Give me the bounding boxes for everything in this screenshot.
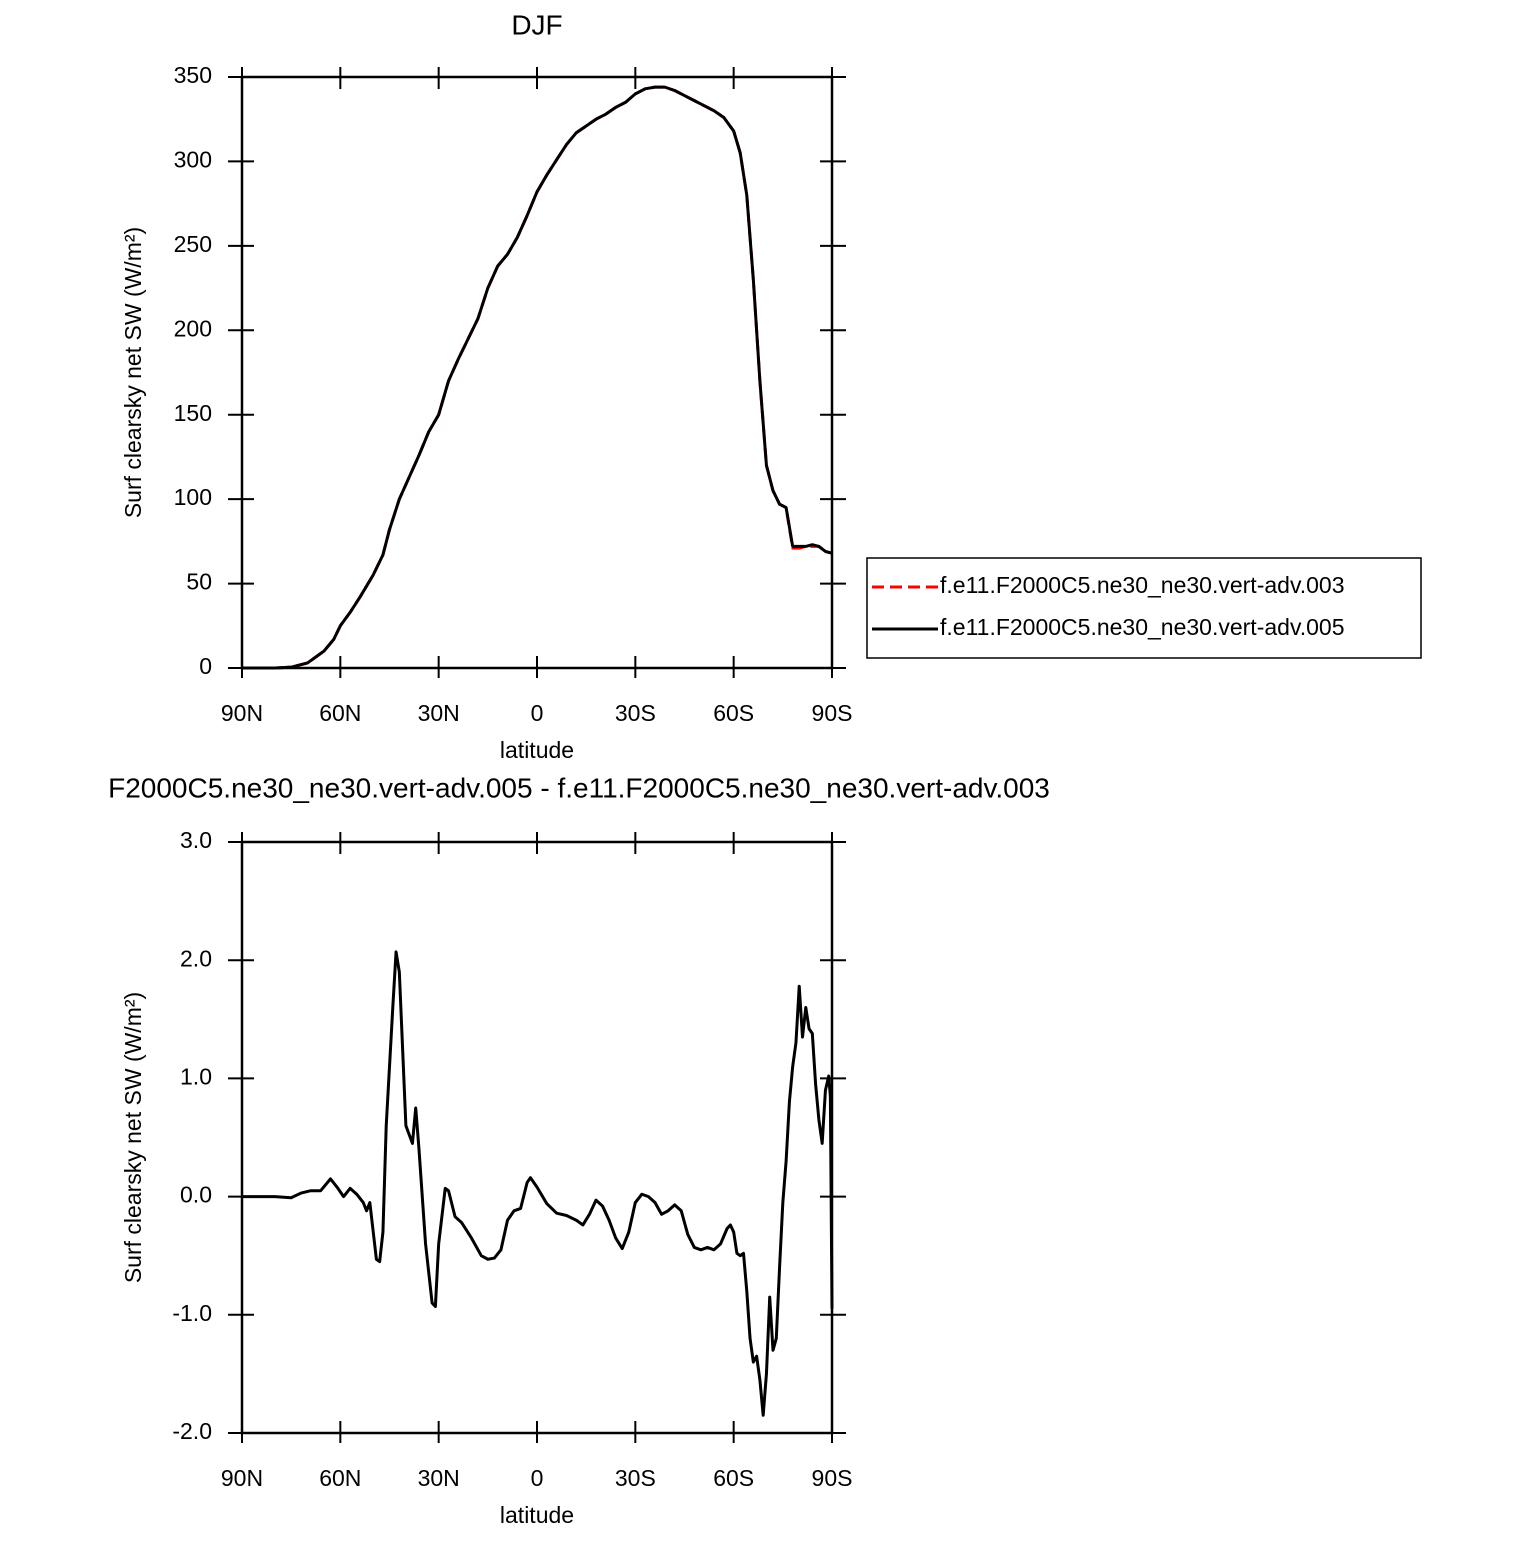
y-tick-label: 100 <box>174 484 212 510</box>
y-tick-label: 50 <box>186 569 212 595</box>
y-tick-label: 2.0 <box>180 945 212 971</box>
y-tick-label: 250 <box>174 231 212 257</box>
x-tick-label: 90S <box>812 1465 853 1491</box>
x-tick-label: 30N <box>418 1465 460 1491</box>
data-line <box>242 85 833 670</box>
y-tick-label: 300 <box>174 147 212 173</box>
y-tick-label: -1.0 <box>172 1300 212 1326</box>
y-tick-label: 150 <box>174 400 212 426</box>
legend-label: f.e11.F2000C5.ne30_ne30.vert-adv.005 <box>940 614 1345 640</box>
x-tick-label: 30S <box>615 1465 656 1491</box>
legend-box <box>866 557 1422 659</box>
x-axis-label: latitude <box>500 737 574 763</box>
plot-frame <box>240 75 834 670</box>
y-tick-label: 200 <box>174 315 212 341</box>
x-tick-label: 60N <box>319 1465 361 1491</box>
y-tick-label: 3.0 <box>180 827 212 853</box>
data-line <box>242 950 834 1417</box>
chart-title: F2000C5.ne30_ne30.vert-adv.005 - f.e11.F… <box>108 772 1050 803</box>
y-tick-label: -2.0 <box>172 1418 212 1444</box>
y-tick-label: 1.0 <box>180 1063 212 1089</box>
x-tick-label: 0 <box>531 1465 544 1491</box>
plot-frame <box>240 840 834 1435</box>
y-tick-label: 350 <box>174 62 212 88</box>
y-tick-label: 0.0 <box>180 1182 212 1208</box>
x-tick-label: 60N <box>319 700 361 726</box>
x-tick-label: 0 <box>531 700 544 726</box>
y-axis-label: Surf clearsky net SW (W/m²) <box>120 992 146 1283</box>
x-tick-label: 30S <box>615 700 656 726</box>
y-axis-label: Surf clearsky net SW (W/m²) <box>120 227 146 518</box>
x-tick-label: 60S <box>713 700 754 726</box>
x-tick-label: 30N <box>418 700 460 726</box>
x-tick-label: 60S <box>713 1465 754 1491</box>
x-tick-label: 90N <box>221 1465 263 1491</box>
x-tick-label: 90N <box>221 700 263 726</box>
x-axis-label: latitude <box>500 1502 574 1528</box>
y-tick-label: 0 <box>199 653 212 679</box>
legend-label: f.e11.F2000C5.ne30_ne30.vert-adv.003 <box>940 572 1345 598</box>
x-tick-label: 90S <box>812 700 853 726</box>
chart-title: DJF <box>511 9 562 40</box>
